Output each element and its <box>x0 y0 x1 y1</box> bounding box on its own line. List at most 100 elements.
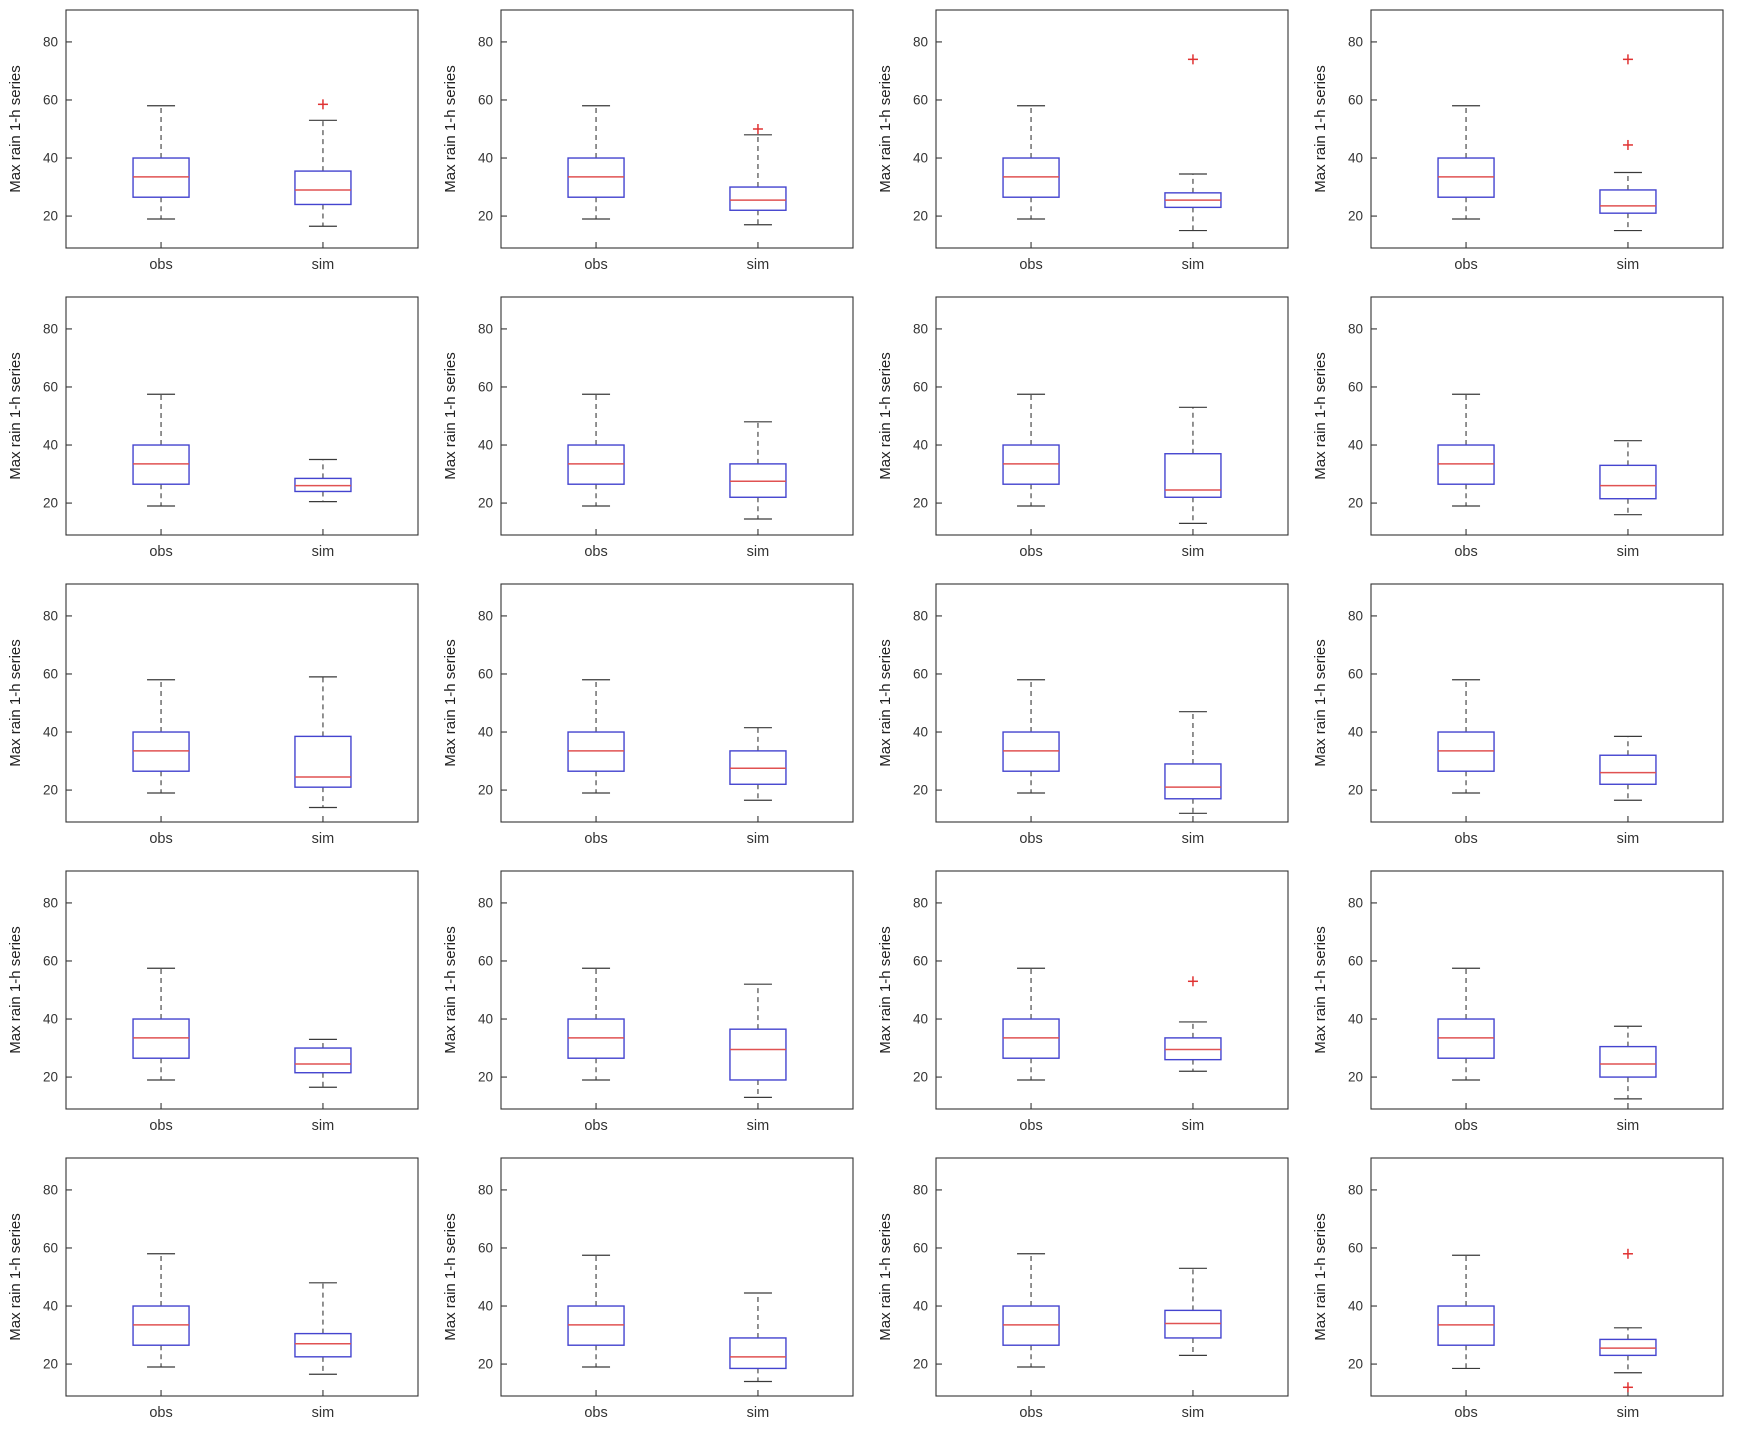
y-tick-label: 80 <box>1348 895 1363 910</box>
subplot-cell-2: 20 40 60 80 Max rain 1-h series obs sim <box>435 0 870 287</box>
x-tick-label-obs: obs <box>584 1405 607 1421</box>
y-tick-label: 80 <box>478 322 493 337</box>
y-tick-label: 80 <box>913 35 928 50</box>
x-tick-label-sim: sim <box>312 1118 335 1134</box>
y-tick-label: 60 <box>1348 666 1363 681</box>
y-tick-label: 20 <box>1348 783 1363 798</box>
y-tick-label: 80 <box>43 1182 58 1197</box>
x-tick-label-sim: sim <box>1182 544 1205 560</box>
y-tick-label: 40 <box>478 438 493 453</box>
boxplot-subplot-20: 20 40 60 80 Max rain 1-h series obs sim <box>1312 1157 1724 1421</box>
x-tick-label-sim: sim <box>312 1405 335 1421</box>
sim-box <box>1598 189 1657 215</box>
axis-frame <box>65 583 419 823</box>
sim-box <box>294 1047 353 1074</box>
axis-frame <box>65 9 419 249</box>
subplot-cell-15: 20 40 60 80 Max rain 1-h series obs sim <box>870 860 1305 1147</box>
y-tick-label: 60 <box>43 93 58 108</box>
y-tick-label: 20 <box>1348 1356 1363 1371</box>
y-tick-label: 20 <box>913 1356 928 1371</box>
axis-frame <box>500 296 854 536</box>
axis-frame <box>935 296 1289 536</box>
x-tick-label-sim: sim <box>1616 1405 1639 1421</box>
subplot-cell-11: 20 40 60 80 Max rain 1-h series obs sim <box>870 574 1305 861</box>
sim-box <box>1598 464 1657 500</box>
boxplot-subplot-15: 20 40 60 80 Max rain 1-h series obs sim <box>877 870 1289 1134</box>
obs-box <box>1002 731 1060 772</box>
x-tick-label-obs: obs <box>150 544 173 560</box>
y-tick-label: 40 <box>913 151 928 166</box>
sim-box <box>729 1028 787 1081</box>
sim-box <box>1164 763 1222 800</box>
y-axis-label: Max rain 1-h series <box>877 639 894 767</box>
y-axis-label: Max rain 1-h series <box>1312 352 1329 480</box>
y-tick-label: 80 <box>913 1182 928 1197</box>
x-tick-label-obs: obs <box>1019 831 1042 847</box>
y-tick-label: 40 <box>478 151 493 166</box>
y-tick-label: 40 <box>1348 438 1363 453</box>
x-tick-label-obs: obs <box>1454 544 1477 560</box>
subplot-cell-3: 20 40 60 80 Max rain 1-h series obs sim <box>870 0 1305 287</box>
subplot-cell-1: 20 40 60 80 Max rain 1-h series obs sim <box>0 0 435 287</box>
y-axis-label: Max rain 1-h series <box>442 352 459 480</box>
subplot-cell-5: 20 40 60 80 Max rain 1-h series obs sim <box>0 287 435 574</box>
y-tick-label: 40 <box>478 1298 493 1313</box>
sim-box <box>1598 754 1657 785</box>
axis-frame <box>500 870 854 1110</box>
x-tick-label-sim: sim <box>312 544 335 560</box>
y-tick-label: 60 <box>913 93 928 108</box>
y-tick-label: 20 <box>1348 209 1363 224</box>
boxplot-subplot-9: 20 40 60 80 Max rain 1-h series obs sim <box>7 583 419 847</box>
y-tick-label: 80 <box>43 608 58 623</box>
x-tick-label-sim: sim <box>747 544 770 560</box>
y-tick-label: 20 <box>1348 1069 1363 1084</box>
axis-frame <box>1370 9 1724 249</box>
subplot-cell-17: 20 40 60 80 Max rain 1-h series obs sim <box>0 1147 435 1434</box>
y-tick-label: 60 <box>478 666 493 681</box>
subplot-cell-12: 20 40 60 80 Max rain 1-h series obs sim <box>1304 574 1739 861</box>
x-tick-label-obs: obs <box>1019 1118 1042 1134</box>
y-tick-label: 40 <box>478 1011 493 1026</box>
y-axis-label: Max rain 1-h series <box>877 926 894 1054</box>
subplot-cell-14: 20 40 60 80 Max rain 1-h series obs sim <box>435 860 870 1147</box>
y-tick-label: 20 <box>43 209 58 224</box>
boxplot-subplot-3: 20 40 60 80 Max rain 1-h series obs sim <box>877 9 1289 273</box>
y-tick-label: 40 <box>43 1011 58 1026</box>
boxplot-subplot-2: 20 40 60 80 Max rain 1-h series obs sim <box>442 9 854 273</box>
subplot-cell-10: 20 40 60 80 Max rain 1-h series obs sim <box>435 574 870 861</box>
subplot-cell-7: 20 40 60 80 Max rain 1-h series obs sim <box>870 287 1305 574</box>
y-axis-label: Max rain 1-h series <box>1312 926 1329 1054</box>
boxplot-subplot-10: 20 40 60 80 Max rain 1-h series obs sim <box>442 583 854 847</box>
y-tick-label: 60 <box>43 380 58 395</box>
subplot-cell-8: 20 40 60 80 Max rain 1-h series obs sim <box>1304 287 1739 574</box>
y-axis-label: Max rain 1-h series <box>877 1213 894 1341</box>
y-axis-label: Max rain 1-h series <box>7 639 24 767</box>
x-tick-label-sim: sim <box>747 1405 770 1421</box>
sim-box <box>729 186 787 212</box>
y-tick-label: 40 <box>913 1011 928 1026</box>
x-tick-label-sim: sim <box>1616 831 1639 847</box>
y-tick-label: 60 <box>43 666 58 681</box>
y-tick-label: 60 <box>1348 93 1363 108</box>
boxplot-subplot-6: 20 40 60 80 Max rain 1-h series obs sim <box>442 296 854 560</box>
x-tick-label-sim: sim <box>1616 544 1639 560</box>
y-tick-label: 60 <box>43 953 58 968</box>
y-tick-label: 60 <box>43 1240 58 1255</box>
y-tick-label: 80 <box>43 895 58 910</box>
y-tick-label: 60 <box>478 953 493 968</box>
y-axis-label: Max rain 1-h series <box>1312 639 1329 767</box>
subplot-cell-4: 20 40 60 80 Max rain 1-h series obs sim <box>1304 0 1739 287</box>
x-tick-label-obs: obs <box>1454 1405 1477 1421</box>
y-tick-label: 20 <box>43 1356 58 1371</box>
y-tick-label: 60 <box>478 380 493 395</box>
axis-frame <box>1370 870 1724 1110</box>
y-tick-label: 40 <box>43 438 58 453</box>
y-tick-label: 60 <box>478 93 493 108</box>
subplot-cell-6: 20 40 60 80 Max rain 1-h series obs sim <box>435 287 870 574</box>
sim-box <box>294 170 353 206</box>
y-tick-label: 60 <box>913 666 928 681</box>
x-tick-label-sim: sim <box>747 831 770 847</box>
y-axis-label: Max rain 1-h series <box>1312 66 1329 194</box>
y-tick-label: 40 <box>913 725 928 740</box>
